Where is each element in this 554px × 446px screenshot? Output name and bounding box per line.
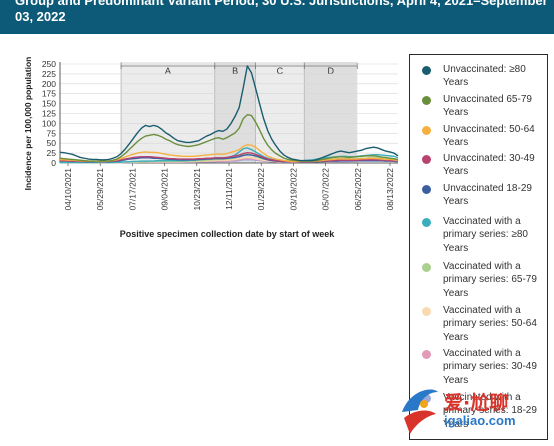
- y-tick-label: 150: [42, 99, 56, 109]
- period-label: B: [232, 66, 238, 76]
- x-tick-label: 07/17/2021: [127, 168, 137, 211]
- legend-label: Unvaccinated: ≥80 Years: [443, 64, 526, 89]
- legend-swatch-icon: [422, 218, 431, 227]
- series-line: [59, 65, 399, 162]
- series-line: [59, 113, 399, 162]
- period-band-d: [304, 62, 358, 163]
- legend-label: Vaccinated with a primary series: 50-64 …: [443, 305, 537, 343]
- x-tick-label: 12/11/2021: [224, 168, 234, 210]
- y-axis-title: Incidence per 100,000 population: [23, 57, 33, 191]
- legend-label: Unvaccinated 18-29 Years: [443, 183, 532, 208]
- y-tick-label: 200: [42, 79, 56, 89]
- y-tick-label: 225: [42, 69, 56, 79]
- watermark-logo-icon: [402, 389, 438, 434]
- x-tick-label: 10/23/2021: [192, 168, 202, 211]
- legend-label: Vaccinated with a primary series: 30-49 …: [443, 348, 537, 386]
- period-band-b: [214, 62, 256, 163]
- y-tick-label: 250: [42, 59, 56, 69]
- x-tick-label: 04/10/2021: [63, 168, 73, 211]
- legend-swatch-icon: [422, 155, 431, 164]
- legend-label: Vaccinated with a primary series: ≥80 Ye…: [443, 216, 528, 254]
- y-tick-label: 125: [42, 109, 56, 119]
- legend-swatch-icon: [422, 394, 431, 403]
- period-band-a: [121, 62, 215, 163]
- legend-label: Vaccinated with a primary series: 18-29 …: [443, 392, 537, 430]
- period-band-c: [255, 62, 305, 163]
- legend-swatch-icon: [422, 263, 431, 272]
- watermark-top-text: 爱·尬聊: [444, 392, 509, 414]
- period-label: D: [328, 66, 335, 76]
- legend-swatch-icon: [422, 350, 431, 359]
- y-tick-label: 25: [47, 148, 57, 158]
- legend-swatch-icon: [422, 66, 431, 75]
- legend-swatch-icon: [422, 185, 431, 194]
- y-tick-label: 100: [42, 118, 56, 128]
- x-tick-label: 05/29/2021: [95, 168, 105, 211]
- series-line: [60, 152, 399, 163]
- watermark-bottom-text: igaliao.com: [444, 413, 516, 428]
- legend-label: Unvaccinated 65-79 Years: [443, 94, 532, 119]
- chart-legend: Unvaccinated: ≥80 Years Unvaccinated 65-7…: [409, 54, 548, 440]
- y-tick-label: 50: [47, 138, 57, 148]
- legend-swatch-icon: [422, 307, 431, 316]
- x-tick-label: 08/13/2022: [385, 168, 395, 211]
- page-header: Group and Predominant Variant Period, 30…: [0, 0, 554, 34]
- x-tick-label: 09/04/2021: [160, 168, 170, 211]
- watermark: 爱·尬聊 igaliao.com: [398, 382, 548, 442]
- y-tick-label: 75: [47, 128, 57, 138]
- legend-label: Unvaccinated: 30-49 Years: [443, 153, 535, 178]
- x-tick-label: 01/29/2022: [256, 168, 266, 211]
- legend-swatch-icon: [422, 96, 431, 105]
- period-label: A: [165, 66, 171, 76]
- x-tick-label: 06/25/2022: [353, 168, 363, 211]
- x-tick-label: 03/19/2022: [288, 168, 298, 211]
- page-title: Group and Predominant Variant Period, 30…: [15, 0, 548, 24]
- x-axis-title: Positive specimen collection date by sta…: [120, 229, 336, 239]
- y-tick-label: 175: [42, 89, 56, 99]
- legend-label: Unvaccinated: 50-64 Years: [443, 124, 535, 149]
- period-label: C: [277, 66, 284, 76]
- legend-label: Vaccinated with a primary series: 65-79 …: [443, 261, 537, 299]
- x-tick-label: 05/07/2022: [321, 168, 331, 211]
- legend-swatch-icon: [422, 126, 431, 135]
- y-tick-label: 0: [51, 158, 56, 168]
